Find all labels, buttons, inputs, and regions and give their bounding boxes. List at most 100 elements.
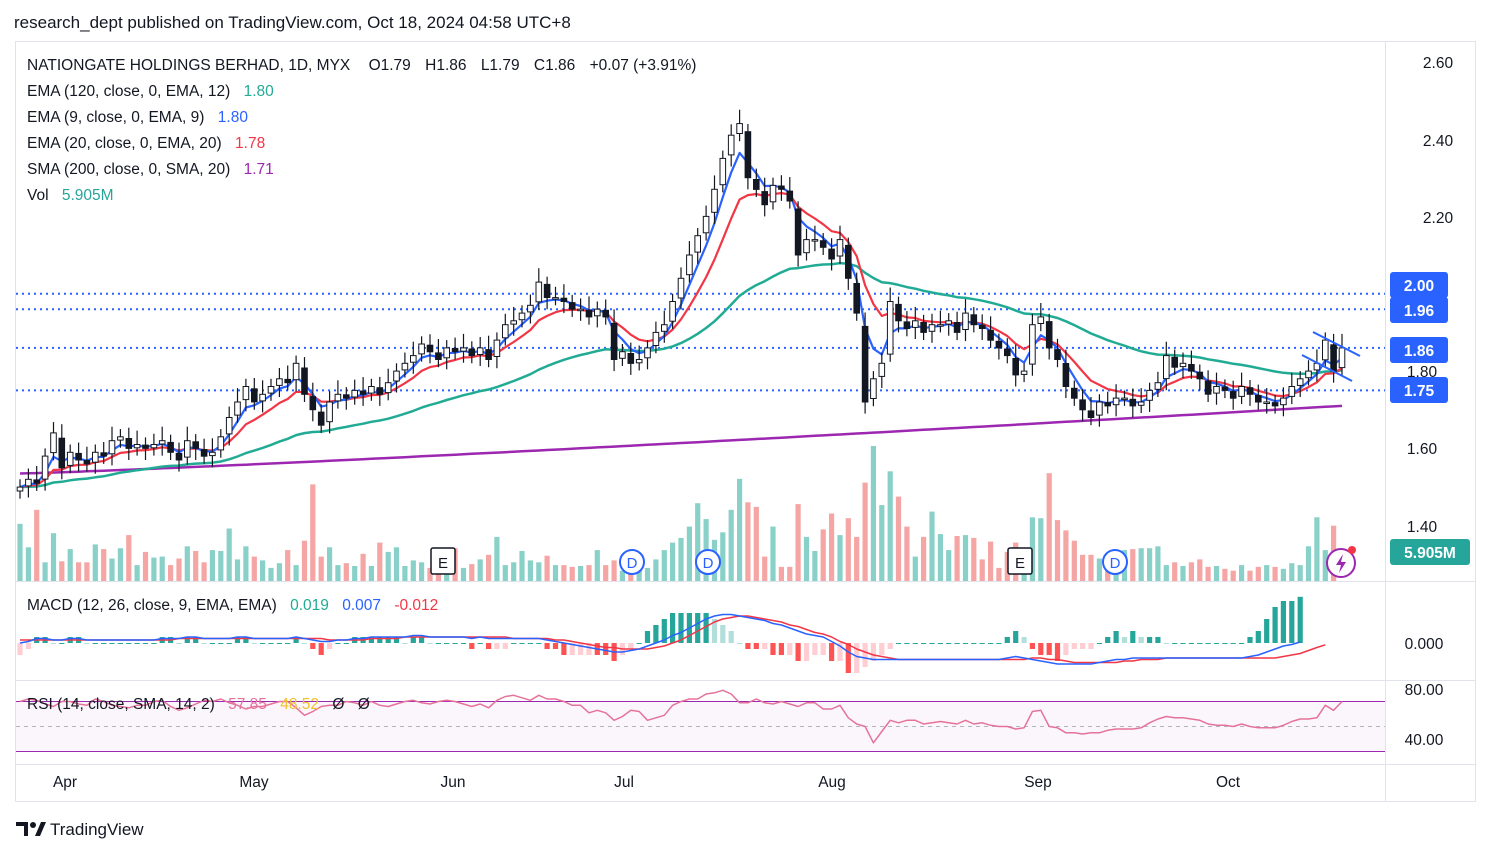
candle[interactable]: [711, 175, 718, 224]
candle[interactable]: [1263, 388, 1271, 414]
candle[interactable]: [33, 466, 41, 491]
candle[interactable]: [460, 333, 467, 363]
candle[interactable]: [384, 368, 392, 401]
candle[interactable]: [535, 268, 543, 310]
candle[interactable]: [301, 357, 308, 402]
candle[interactable]: [845, 237, 852, 290]
candle[interactable]: [761, 177, 769, 217]
candle[interactable]: [276, 368, 283, 397]
candle[interactable]: [560, 284, 568, 314]
candle[interactable]: [694, 228, 702, 264]
candle[interactable]: [142, 437, 149, 460]
symbol-title[interactable]: NATIONGATE HOLDINGS BERHAD, 1D, MYX: [27, 57, 351, 74]
candle[interactable]: [200, 438, 208, 464]
candle[interactable]: [928, 313, 936, 343]
candle[interactable]: [585, 296, 593, 325]
candle[interactable]: [577, 298, 584, 321]
earnings-marker[interactable]: E: [430, 547, 456, 575]
candle[interactable]: [1255, 384, 1262, 410]
candle[interactable]: [343, 387, 350, 410]
earnings-marker[interactable]: E: [1007, 547, 1033, 575]
candle[interactable]: [1121, 390, 1128, 406]
candle[interactable]: [836, 225, 844, 264]
candle[interactable]: [602, 299, 610, 325]
candle[interactable]: [1280, 387, 1287, 417]
candle[interactable]: [518, 305, 526, 328]
candle[interactable]: [16, 479, 24, 499]
candle[interactable]: [25, 468, 32, 498]
candle[interactable]: [125, 427, 133, 460]
candle[interactable]: [1054, 338, 1061, 368]
trend-line-upper[interactable]: [1312, 331, 1361, 357]
candle[interactable]: [1213, 372, 1220, 405]
sma200-label[interactable]: SMA (200, close, 0, SMA, 20): [27, 161, 230, 178]
candle[interactable]: [158, 426, 166, 456]
candle[interactable]: [1079, 389, 1086, 422]
rsi-label[interactable]: RSI (14, close, SMA, 14, 2): [27, 696, 215, 713]
candle[interactable]: [334, 380, 342, 409]
candle[interactable]: [259, 380, 266, 413]
candle[interactable]: [1288, 372, 1296, 405]
candle[interactable]: [50, 422, 57, 461]
candle[interactable]: [1305, 360, 1312, 386]
candle[interactable]: [794, 201, 802, 267]
candle[interactable]: [1271, 394, 1279, 414]
candle[interactable]: [627, 342, 635, 375]
candle[interactable]: [251, 378, 258, 410]
candle[interactable]: [1029, 313, 1036, 376]
candle[interactable]: [234, 388, 241, 423]
candle[interactable]: [418, 336, 425, 362]
candle[interactable]: [568, 294, 576, 317]
candle[interactable]: [401, 352, 409, 378]
candle[interactable]: [870, 371, 877, 407]
candle[interactable]: [1146, 382, 1153, 412]
candle[interactable]: [1171, 349, 1179, 375]
candle[interactable]: [1112, 384, 1120, 417]
macd-label[interactable]: MACD (12, 26, close, 9, EMA, EMA): [27, 597, 277, 614]
candle[interactable]: [594, 301, 601, 328]
candle[interactable]: [635, 345, 643, 371]
candle[interactable]: [393, 363, 400, 393]
candle[interactable]: [1196, 364, 1204, 391]
candle[interactable]: [502, 313, 509, 346]
candle[interactable]: [368, 378, 375, 401]
candle[interactable]: [912, 306, 919, 339]
candle[interactable]: [677, 267, 685, 310]
candle[interactable]: [1020, 363, 1028, 383]
candle[interactable]: [1087, 397, 1095, 426]
candle[interactable]: [267, 378, 275, 401]
candle[interactable]: [376, 376, 384, 406]
candle[interactable]: [225, 406, 233, 446]
candle[interactable]: [953, 311, 961, 341]
candle[interactable]: [811, 225, 819, 252]
candle[interactable]: [886, 287, 894, 362]
candle[interactable]: [1004, 338, 1011, 364]
candle[interactable]: [1071, 380, 1078, 406]
candle[interactable]: [167, 434, 174, 460]
candle[interactable]: [359, 377, 367, 406]
candle[interactable]: [937, 310, 944, 333]
candle[interactable]: [978, 314, 986, 341]
candle[interactable]: [652, 321, 660, 354]
candle[interactable]: [100, 442, 108, 464]
candle[interactable]: [1062, 349, 1070, 399]
candle[interactable]: [75, 442, 82, 472]
candle[interactable]: [669, 293, 676, 329]
candle[interactable]: [610, 309, 618, 372]
dividend-marker[interactable]: D: [619, 549, 645, 575]
candle[interactable]: [962, 299, 969, 342]
candle[interactable]: [1238, 372, 1245, 405]
candle[interactable]: [317, 404, 325, 433]
candle[interactable]: [736, 109, 743, 142]
dividend-marker[interactable]: D: [1102, 549, 1128, 575]
candle[interactable]: [1188, 350, 1195, 379]
candle[interactable]: [769, 177, 777, 210]
candle[interactable]: [184, 426, 191, 465]
candle[interactable]: [1012, 344, 1020, 387]
candle[interactable]: [1104, 391, 1112, 414]
candle[interactable]: [853, 272, 861, 321]
candle[interactable]: [702, 205, 710, 241]
candle[interactable]: [510, 306, 517, 336]
ema9-label[interactable]: EMA (9, close, 0, EMA, 9): [27, 109, 204, 126]
candle[interactable]: [242, 378, 250, 412]
